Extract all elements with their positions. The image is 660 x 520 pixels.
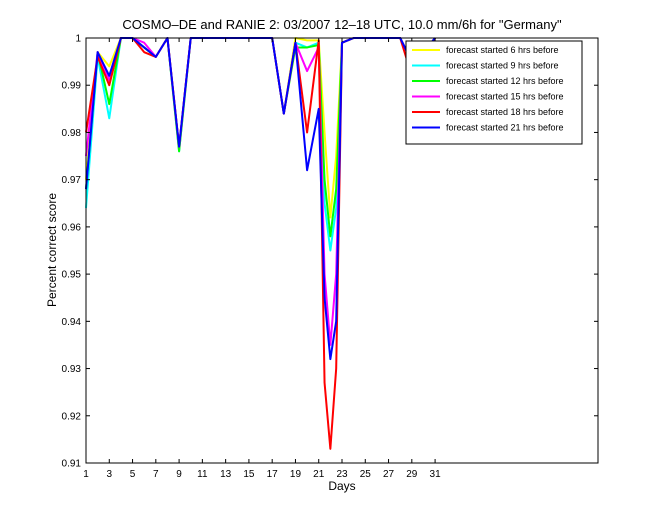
y-tick-label: 0.94 xyxy=(62,317,82,328)
legend-label: forecast started 9 hrs before xyxy=(446,61,559,71)
ticks: 1 3 5 7 9 11 13 15 17 19 21 23 25 27 29 310.910.920.930… xyxy=(62,34,598,480)
legend-label: forecast started 15 hrs before xyxy=(446,92,564,102)
x-tick-label: 19 xyxy=(290,469,302,480)
x-tick-label: 1 xyxy=(83,469,89,480)
y-tick-label: 0.95 xyxy=(62,270,82,281)
plot-area xyxy=(85,37,436,450)
y-tick-label: 0.92 xyxy=(62,411,82,422)
legend: forecast started 6 hrs before forecast st… xyxy=(405,40,583,145)
x-tick-label: 17 xyxy=(267,469,279,480)
y-tick-label: 1 xyxy=(75,34,81,45)
series-line-5 xyxy=(85,37,436,450)
legend-label: forecast started 6 hrs before xyxy=(446,45,559,55)
x-tick-label: 5 xyxy=(130,469,136,480)
x-axis-label: Days xyxy=(328,479,355,493)
legend-label: forecast started 18 hrs before xyxy=(446,107,564,117)
x-tick-label: 7 xyxy=(153,469,159,480)
y-tick-label: 0.98 xyxy=(62,128,82,139)
y-tick-label: 0.91 xyxy=(62,459,82,470)
series-line-2 xyxy=(85,37,436,252)
legend-label: forecast started 12 hrs before xyxy=(446,76,564,86)
series-line-1 xyxy=(85,37,436,219)
x-tick-label: 9 xyxy=(176,469,182,480)
legend-label: forecast started 21 hrs before xyxy=(446,123,564,133)
x-tick-label: 13 xyxy=(220,469,232,480)
y-tick-label: 0.93 xyxy=(62,364,82,375)
x-tick-label: 27 xyxy=(383,469,395,480)
x-tick-label: 25 xyxy=(360,469,372,480)
series-line-3 xyxy=(85,37,436,238)
y-axis-label: Percent correct score xyxy=(45,193,59,307)
x-tick-label: 15 xyxy=(243,469,255,480)
y-tick-label: 0.97 xyxy=(62,175,82,186)
x-tick-label: 23 xyxy=(336,469,348,480)
series-line-4 xyxy=(85,37,436,346)
x-tick-label: 29 xyxy=(406,469,418,480)
series-line-6 xyxy=(85,37,436,361)
x-tick-label: 31 xyxy=(430,469,442,480)
y-tick-label: 0.99 xyxy=(62,81,82,92)
chart-title: COSMO–DE and RANIE 2: 03/2007 12–18 UTC,… xyxy=(122,17,562,32)
y-tick-label: 0.96 xyxy=(62,222,82,233)
x-tick-label: 3 xyxy=(106,469,112,480)
x-tick-label: 21 xyxy=(313,469,325,480)
x-tick-label: 11 xyxy=(197,469,208,480)
